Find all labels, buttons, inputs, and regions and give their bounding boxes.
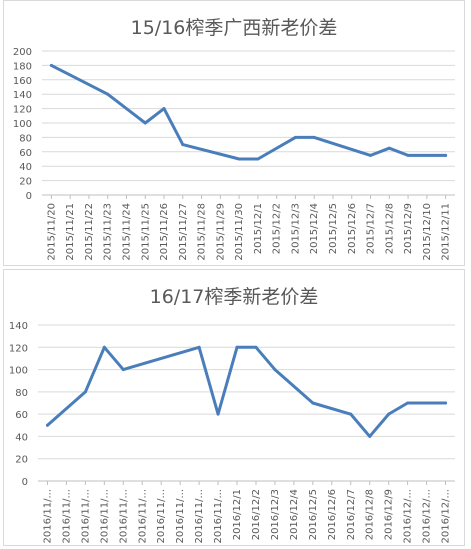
data-point [406,153,410,157]
y-tick-label: 180 [13,61,32,72]
data-point [312,135,316,139]
x-tick-label: 2016/11/... [61,489,72,543]
y-tick-label: 80 [15,388,28,399]
y-tick-label: 60 [15,410,28,421]
data-point [45,423,49,427]
x-tick-label: 2015/11/23 [103,203,114,261]
data-point [121,368,125,372]
x-tick-label: 2015/12/2 [272,203,283,254]
y-tick-label: 140 [9,321,28,332]
x-tick-label: 2015/11/28 [197,203,208,261]
x-tick-label: 2015/11/21 [65,203,76,261]
data-point [369,153,373,157]
data-point [197,345,201,349]
chart-panel-1617: 16/17榨季新老价差 0 20 40 60 80 100 120 140 2016/11/..… [3,269,465,546]
y-tick-label: 120 [9,343,28,354]
x-tick-label: 2016/12/9 [384,489,395,540]
x-tick-label: 2016/11/... [194,489,205,543]
x-tick-label: 2016/11/... [213,489,224,543]
x-tick-label: 2016/12/6 [327,489,338,540]
data-point [311,401,315,405]
x-tick-label: 2015/11/25 [140,203,151,261]
x-tick-label: 2015/12/1 [253,203,264,254]
x-tick-label: 2015/11/20 [46,203,57,261]
line-chart-1516: 0 20 40 60 80 100 120 140 160 180 200 2015/11/20 201… [13,47,455,261]
y-tick-label: 80 [19,133,32,144]
data-point [349,412,353,416]
data-point [216,412,220,416]
data-point [181,143,185,147]
data-point [387,146,391,150]
line-chart-1617: 0 20 40 60 80 100 120 140 2016/11/... 2016/11/...… [9,321,455,543]
x-tick-label: 2015/12/3 [290,203,301,254]
x-tick-label: 2015/12/11 [441,203,452,261]
y-tick-label: 140 [13,90,32,101]
data-point [143,121,147,125]
x-tick-label: 2015/12/7 [366,203,377,254]
x-tick-label: 2016/12/3 [270,489,281,540]
chart-panel-1516: 15/16榨季广西新老价差 0 20 40 60 80 100 120 140 160 180 20… [3,0,465,266]
x-tick-label: 2016/11/... [137,489,148,543]
data-point [106,92,110,96]
y-tick-label: 200 [13,47,32,58]
data-point [162,107,166,111]
x-tick-label: 2016/11/... [99,489,110,543]
x-tick-label: 2016/11/... [80,489,91,543]
x-tick-label: 2016/12/... [422,489,433,543]
x-tick-label: 2016/11/... [175,489,186,543]
y-tick-label: 120 [13,105,32,116]
x-tick-label: 2015/12/10 [422,203,433,261]
data-point [444,153,448,157]
y-tick-label: 20 [15,455,28,466]
data-point [102,345,106,349]
x-tick-label: 2015/12/6 [347,203,358,254]
x-tick-label: 2015/11/29 [215,203,226,261]
x-tick-label: 2016/12/4 [289,489,300,540]
x-tick-label: 2016/11/... [42,489,53,543]
chart-title-1516: 15/16榨季广西新老价差 [130,17,338,39]
data-point [49,63,53,67]
data-point [273,368,277,372]
x-tick-label: 2015/12/9 [403,203,414,254]
data-point [254,345,258,349]
x-tick-label: 2015/12/8 [384,203,395,254]
data-point [387,412,391,416]
y-tick-label: 100 [13,119,32,130]
y-tick-label: 20 [19,177,32,188]
data-point [293,135,297,139]
y-tick-label: 40 [19,162,32,173]
x-tick-label: 2015/12/5 [328,203,339,254]
x-tick-label: 2016/12/8 [365,489,376,540]
x-tick-label: 2016/12/1 [232,489,243,540]
data-point [368,434,372,438]
x-tick-label: 2015/12/4 [309,203,320,254]
data-point [406,401,410,405]
y-tick-label: 0 [26,191,32,202]
data-point [83,390,87,394]
x-tick-label: 2016/11/... [118,489,129,543]
x-tick-label: 2015/11/22 [84,203,95,261]
x-tick-label: 2016/12/7 [346,489,357,540]
x-tick-label: 2015/11/24 [121,203,132,261]
data-point [237,157,241,161]
x-tick-label: 2016/12/2 [251,489,262,540]
x-tick-label: 2016/12/5 [308,489,319,540]
x-tick-label: 2016/12/... [441,489,452,543]
x-tick-label: 2016/12/... [403,489,414,543]
y-tick-label: 40 [15,432,28,443]
data-point [256,157,260,161]
data-point [444,401,448,405]
x-tick-label: 2015/11/27 [178,203,189,261]
y-tick-label: 100 [9,366,28,377]
y-tick-label: 60 [19,148,32,159]
chart-title-1617: 16/17榨季新老价差 [149,286,319,308]
x-tick-label: 2016/11/... [156,489,167,543]
y-tick-label: 0 [22,477,28,488]
y-tick-label: 160 [13,76,32,87]
x-tick-label: 2015/11/30 [234,203,245,261]
data-point [235,345,239,349]
x-tick-label: 2015/11/26 [159,203,170,261]
